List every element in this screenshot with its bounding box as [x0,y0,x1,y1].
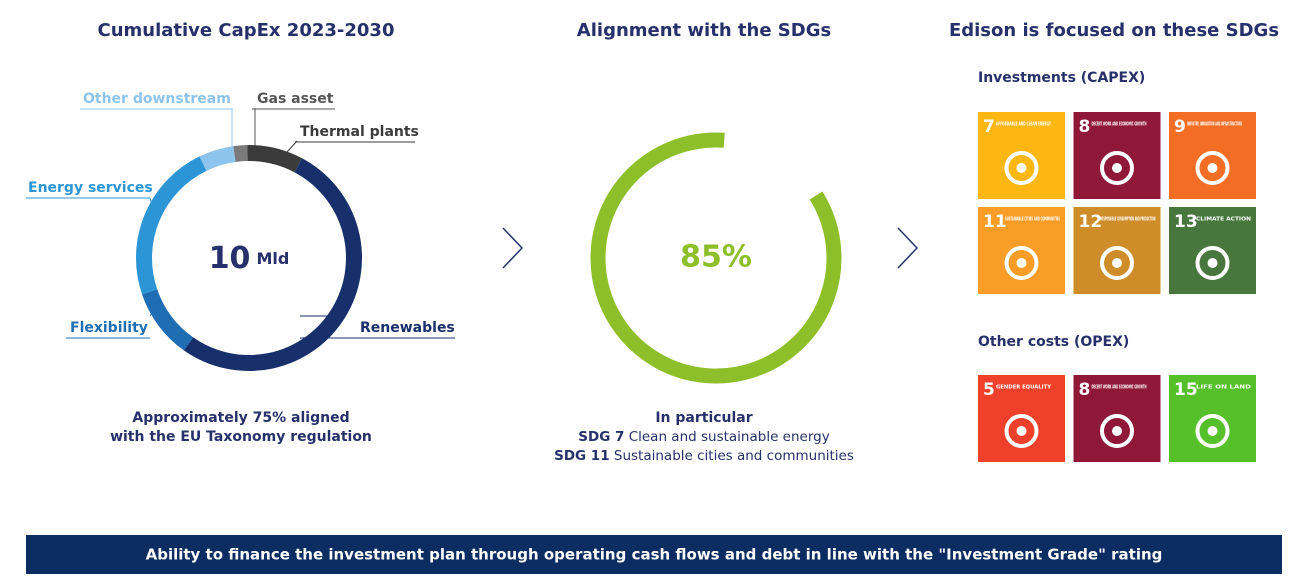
sdg-number: 15 [1174,380,1198,400]
sdg-icon [1004,151,1039,185]
sdg-icon [1207,426,1218,436]
sdg-name: INDUSTRY, INNOVATION AND INFRASTRUCTURE [1187,122,1242,128]
sdg-icon [1207,258,1218,268]
leader-line [149,299,161,317]
segment-label: Energy services [28,180,153,196]
sdg-name: RESPONSIBLE CONSUMPTION AND PRODUCTION [1101,217,1156,223]
sdg-name: GENDER EQUALITY [996,385,1051,391]
sdg-icon [1195,414,1230,448]
center-value: 10 [209,241,251,276]
sdg-icon [1112,163,1122,173]
center-unit: Mld [256,249,289,268]
sdg-icon [1100,151,1134,185]
sdg-icon [1100,414,1134,448]
sdg-number: 12 [1079,212,1103,232]
sdg-text: Clean and sustainable energy [629,429,830,445]
segment-label: Thermal plants [300,124,419,140]
gauge-label: 85% [680,240,752,275]
sdg-code: SDG 11 [554,448,610,464]
sdg-number: 8 [1079,117,1091,137]
footer-banner [26,535,1282,574]
sdg-number: 11 [983,212,1007,232]
sdg-icon [1112,258,1122,268]
note-line: with the EU Taxonomy regulation [110,429,372,445]
sdg-name: SUSTAINABLE CITIES AND COMMUNITIES [1005,217,1060,223]
footer-text: Ability to finance the investment plan t… [146,546,1163,564]
lead: In particular [655,410,752,426]
sdg-icon [1195,246,1230,280]
sdg-text: Sustainable cities and communities [614,448,854,464]
sdg-number: 7 [983,117,995,137]
sdg-number: 9 [1174,117,1186,137]
section-title: Cumulative CapEx 2023-2030 [98,20,395,41]
segment-label: Flexibility [70,320,148,336]
sdg-icon [1207,163,1218,173]
sdg-icon [1016,258,1027,268]
sdg-icon [1112,426,1122,436]
sdg-number: 5 [983,380,995,400]
gauge-arc [590,132,842,384]
sdg-icon [1100,246,1134,280]
sdg-name: DECENT WORK AND ECONOMIC GROWTH [1092,122,1147,128]
chevron [897,227,919,269]
sdg-icon [1016,163,1027,173]
group-label: Other costs (OPEX) [978,334,1129,350]
donut-segment [142,289,194,351]
sdg-icon [1004,246,1039,280]
segment-label: Renewables [360,320,455,336]
chevron [502,227,524,269]
donut-segment [136,156,207,295]
leader-line [149,197,153,206]
leader-line [286,140,298,153]
sdg-icon [1004,414,1039,448]
sdg-icon [1016,426,1027,436]
donut-segment [183,158,362,371]
section-title: Edison is focused on these SDGs [949,20,1279,41]
sdg-name: AFFORDABLE AND CLEAN ENERGY [996,122,1051,128]
group-label: Investments (CAPEX) [978,70,1145,86]
sdg-name: LIFE ON LAND [1196,385,1251,391]
sdg-name: DECENT WORK AND ECONOMIC GROWTH [1092,385,1147,391]
section-title: Alignment with the SDGs [577,20,831,41]
donut-center: 10 Mld [209,241,290,276]
segment-label: Other downstream [83,91,231,107]
sdg-icon [1195,151,1230,185]
segment-label: Gas asset [257,91,334,107]
donut-segment [199,146,236,171]
sdg-code: SDG 7 [578,429,624,445]
sdg-line: SDG 11 Sustainable cities and communitie… [554,448,854,464]
donut-segment [233,145,248,162]
sdg-number: 13 [1174,212,1198,232]
sdg-line: SDG 7 Clean and sustainable energy [578,429,829,445]
sdg-number: 8 [1079,380,1091,400]
note-line: Approximately 75% aligned [132,410,349,426]
sdg-name: CLIMATE ACTION [1196,217,1251,223]
donut-segment [247,145,303,173]
